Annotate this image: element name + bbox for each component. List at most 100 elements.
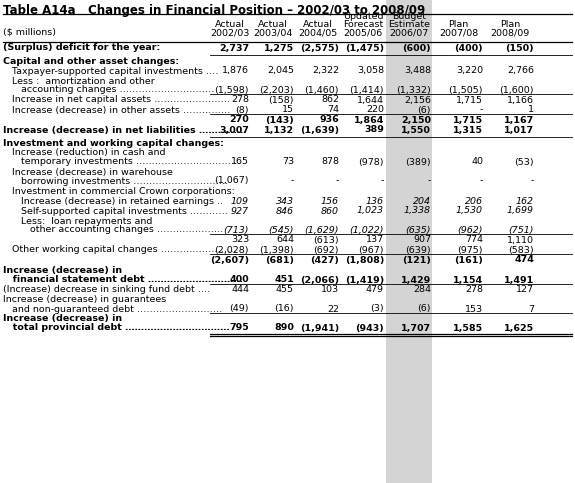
Text: 927: 927 (231, 207, 249, 215)
Text: 1,585: 1,585 (453, 324, 483, 332)
Text: (143): (143) (265, 115, 294, 125)
Text: (2,066): (2,066) (300, 275, 339, 284)
Text: 3,007: 3,007 (219, 126, 249, 134)
Text: 1,864: 1,864 (354, 115, 384, 125)
Text: 400: 400 (229, 275, 249, 284)
Text: 220: 220 (366, 105, 384, 114)
Text: 1,132: 1,132 (264, 126, 294, 134)
Text: 2,322: 2,322 (312, 67, 339, 75)
Text: (1,505): (1,505) (448, 85, 483, 95)
Text: 479: 479 (366, 285, 384, 295)
Text: financial statement debt …………………………: financial statement debt ………………………… (3, 275, 243, 284)
Text: (975): (975) (458, 245, 483, 255)
Text: 1,707: 1,707 (401, 324, 431, 332)
Text: 270: 270 (229, 115, 249, 125)
Text: 137: 137 (366, 236, 384, 244)
Text: -: - (480, 176, 483, 185)
Text: 2,150: 2,150 (401, 115, 431, 125)
Text: 1,715: 1,715 (453, 115, 483, 125)
Text: (389): (389) (405, 157, 431, 167)
Text: (427): (427) (310, 256, 339, 265)
Text: (16): (16) (274, 304, 294, 313)
Text: Investment and working capital changes:: Investment and working capital changes: (3, 139, 224, 147)
Text: 206: 206 (465, 197, 483, 205)
Text: Increase (decrease) in: Increase (decrease) in (3, 314, 122, 324)
Text: Increase (decrease) in retained earnings ..: Increase (decrease) in retained earnings… (3, 197, 223, 205)
Text: (2,607): (2,607) (210, 256, 249, 265)
Text: 278: 278 (231, 96, 249, 104)
Text: (635): (635) (405, 226, 431, 235)
Text: (639): (639) (405, 245, 431, 255)
Text: 1,166: 1,166 (507, 96, 534, 104)
Text: (1,414): (1,414) (350, 85, 384, 95)
Text: 2003/04: 2003/04 (254, 28, 293, 37)
Text: 2004/05: 2004/05 (298, 28, 338, 37)
Text: 74: 74 (327, 105, 339, 114)
Text: (545): (545) (269, 226, 294, 235)
Text: -: - (290, 176, 294, 185)
Text: 2,737: 2,737 (219, 43, 249, 53)
Text: (6): (6) (417, 304, 431, 313)
Text: -: - (381, 176, 384, 185)
Text: -: - (480, 105, 483, 114)
Text: (1,398): (1,398) (259, 245, 294, 255)
Text: Less :  amortization and other: Less : amortization and other (3, 76, 155, 85)
Text: (1,629): (1,629) (305, 226, 339, 235)
Text: 907: 907 (413, 236, 431, 244)
Text: 1,876: 1,876 (222, 67, 249, 75)
Text: 1,699: 1,699 (507, 207, 534, 215)
Text: 862: 862 (321, 96, 339, 104)
Text: 878: 878 (321, 157, 339, 167)
Text: 644: 644 (276, 236, 294, 244)
Text: 2002/03: 2002/03 (210, 28, 250, 37)
Text: total provincial debt ……………………………: total provincial debt …………………………… (3, 324, 229, 332)
Text: 1,023: 1,023 (357, 207, 384, 215)
Text: and non-guaranteed debt ………………………: and non-guaranteed debt ……………………… (3, 304, 223, 313)
Bar (386, 0, 432, 483)
Text: 136: 136 (366, 197, 384, 205)
Text: -: - (336, 176, 339, 185)
Text: (967): (967) (358, 245, 384, 255)
Text: 22: 22 (327, 304, 339, 313)
Text: 2,045: 2,045 (267, 67, 294, 75)
Text: 323: 323 (231, 236, 249, 244)
Text: 2005/06: 2005/06 (343, 28, 382, 37)
Text: (613): (613) (313, 236, 339, 244)
Text: (53): (53) (515, 157, 534, 167)
Text: 3,488: 3,488 (404, 67, 431, 75)
Text: 73: 73 (282, 157, 294, 167)
Text: ($ millions): ($ millions) (3, 28, 56, 37)
Text: 204: 204 (413, 197, 431, 205)
Text: 109: 109 (231, 197, 249, 205)
Text: 156: 156 (321, 197, 339, 205)
Text: 1: 1 (528, 105, 534, 114)
Text: (1,460): (1,460) (305, 85, 339, 95)
Text: (1,419): (1,419) (345, 275, 384, 284)
Text: Increase (decrease) in net liabilities ……………: Increase (decrease) in net liabilities …… (3, 126, 246, 134)
Text: 2007/08: 2007/08 (439, 28, 478, 37)
Text: Capital and other asset changes:: Capital and other asset changes: (3, 57, 179, 66)
Text: 1,491: 1,491 (504, 275, 534, 284)
Text: (121): (121) (402, 256, 431, 265)
Text: Budget: Budget (392, 12, 426, 21)
Text: 1,315: 1,315 (453, 126, 483, 134)
Text: (150): (150) (505, 43, 534, 53)
Text: 1,167: 1,167 (504, 115, 534, 125)
Text: temporary investments ……………………………: temporary investments …………………………… (3, 157, 240, 167)
Text: 343: 343 (276, 197, 294, 205)
Text: (692): (692) (313, 245, 339, 255)
Text: Increase (reduction) in cash and: Increase (reduction) in cash and (3, 148, 166, 157)
Text: (Surplus) deficit for the year:: (Surplus) deficit for the year: (3, 43, 160, 53)
Text: (2,028): (2,028) (214, 245, 249, 255)
Text: 1,338: 1,338 (404, 207, 431, 215)
Text: (1,941): (1,941) (300, 324, 339, 332)
Text: (1,598): (1,598) (214, 85, 249, 95)
Text: Estimate: Estimate (388, 20, 430, 29)
Text: Increase (decrease) in: Increase (decrease) in (3, 267, 122, 275)
Text: 162: 162 (516, 197, 534, 205)
Text: 127: 127 (516, 285, 534, 295)
Text: 165: 165 (231, 157, 249, 167)
Text: (2,575): (2,575) (300, 43, 339, 53)
Text: (1,639): (1,639) (300, 126, 339, 134)
Text: 103: 103 (321, 285, 339, 295)
